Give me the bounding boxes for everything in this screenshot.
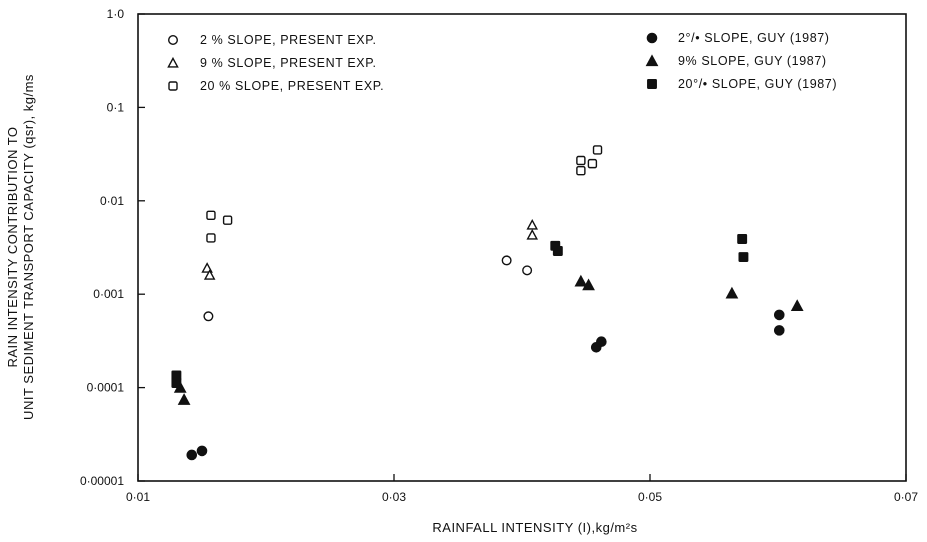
x-axis-title: RAINFALL INTENSITY (I),kg/m²s	[432, 520, 637, 535]
data-point	[574, 274, 588, 287]
legend-marker	[168, 81, 178, 91]
legend-label: 9% SLOPE, GUY (1987)	[678, 54, 827, 68]
legend-label: 20°/• SLOPE, GUY (1987)	[678, 77, 837, 91]
data-point	[790, 299, 804, 311]
data-point	[222, 215, 233, 225]
legend: 2 % SLOPE, PRESENT EXP. 9 % SLOPE, PRESEN…	[167, 31, 837, 93]
x-tick-label: 0·03	[382, 490, 406, 504]
data-point	[596, 336, 607, 348]
data-point	[552, 246, 563, 256]
data-point	[738, 252, 749, 262]
axis-ticks: 0·01 0·03 0·05 0·07 1·0 0·1 0·01 0·001 0·0001 0·0…	[80, 7, 918, 504]
plot-frame	[137, 13, 907, 482]
legend-label: 20 % SLOPE, PRESENT EXP.	[200, 79, 384, 93]
legend-marker	[167, 35, 178, 46]
y-tick-label: 0·1	[107, 100, 125, 114]
x-tick-label: 0·05	[638, 490, 662, 504]
y-tick-label: 0·0001	[87, 381, 125, 395]
data-point	[177, 393, 191, 405]
y-tick-label: 1·0	[107, 7, 125, 21]
legend-label: 2 % SLOPE, PRESENT EXP.	[200, 33, 377, 47]
data-point	[576, 155, 586, 166]
data-point	[587, 158, 598, 169]
data-point	[773, 309, 785, 321]
y-axis-title-line2: UNIT SEDIMENT TRANSPORT CAPACITY (qsr), …	[21, 74, 36, 420]
data-point	[725, 286, 739, 299]
data-points	[171, 145, 804, 461]
data-point	[592, 145, 603, 155]
data-point	[576, 166, 586, 176]
data-point	[501, 255, 512, 266]
legend-marker	[167, 56, 179, 68]
x-tick-label: 0·01	[126, 490, 150, 504]
data-point	[206, 233, 216, 243]
data-point	[196, 445, 208, 457]
data-point	[203, 269, 216, 280]
data-point	[203, 311, 214, 322]
y-tick-label: 0·00001	[80, 474, 124, 488]
x-tick-label: 0·07	[894, 490, 918, 504]
data-point	[526, 218, 539, 230]
y-tick-label: 0·01	[100, 194, 124, 208]
legend-label: 2°/• SLOPE, GUY (1987)	[678, 31, 830, 45]
y-tick-label: 0·001	[93, 287, 124, 301]
data-point	[773, 325, 785, 336]
data-point	[526, 228, 539, 240]
data-point	[737, 234, 748, 244]
data-point	[582, 278, 595, 291]
legend-marker	[646, 32, 658, 44]
data-point	[186, 449, 198, 461]
data-point	[171, 378, 182, 388]
legend-label: 9 % SLOPE, PRESENT EXP.	[200, 56, 377, 70]
legend-marker	[647, 79, 657, 89]
legend-marker	[645, 54, 659, 67]
data-point	[522, 265, 533, 276]
data-point	[206, 210, 216, 220]
y-axis-title-line1: RAIN INTENSITY CONTRIBUTION TO	[5, 126, 20, 367]
